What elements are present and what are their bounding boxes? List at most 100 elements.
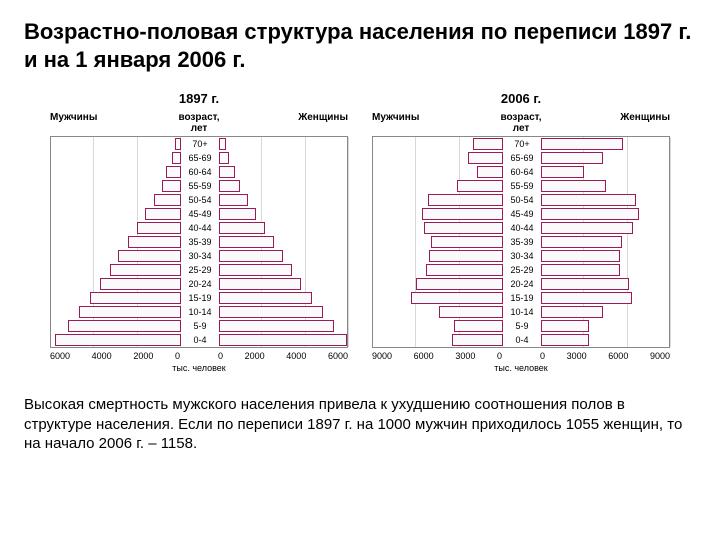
bar-male: [473, 138, 503, 150]
bar-male: [454, 320, 503, 332]
pyramid-headers: Мужчинывозраст, летЖенщины: [372, 112, 670, 134]
bar-male: [175, 138, 181, 150]
age-label: 40-44: [503, 224, 541, 233]
pyramid-row: 60-64: [51, 165, 347, 179]
label-age: возраст, лет: [178, 112, 219, 134]
bar-male: [162, 180, 182, 192]
pyramid-row: 70+: [373, 137, 669, 151]
pyramid-row: 35-39: [373, 235, 669, 249]
bar-female: [541, 250, 620, 262]
age-label: 70+: [503, 140, 541, 149]
age-label: 10-14: [181, 308, 219, 317]
age-label: 0-4: [181, 336, 219, 345]
footer-note: Высокая смертность мужского населения пр…: [24, 395, 696, 454]
bar-male: [426, 264, 503, 276]
pyramid-body: 70+65-6960-6455-5950-5445-4940-4435-3930…: [372, 136, 670, 348]
bar-female: [219, 222, 265, 234]
pyramid-rows: 70+65-6960-6455-5950-5445-4940-4435-3930…: [373, 137, 669, 347]
pyramid-row: 10-14: [51, 305, 347, 319]
label-men: Мужчины: [50, 112, 178, 134]
bar-male: [68, 320, 181, 332]
pyramid-row: 5-9: [51, 319, 347, 333]
bar-male: [100, 278, 181, 290]
bar-male: [137, 222, 181, 234]
age-label: 10-14: [503, 308, 541, 317]
pyramid-row: 25-29: [373, 263, 669, 277]
bar-female: [219, 138, 226, 150]
bar-female: [219, 152, 229, 164]
label-women: Женщины: [542, 112, 670, 134]
age-label: 25-29: [503, 266, 541, 275]
bar-male: [90, 292, 181, 304]
charts-container: 1897 г.Мужчинывозраст, летЖенщины70+65-6…: [24, 91, 696, 373]
pyramid-row: 70+: [51, 137, 347, 151]
bar-female: [541, 236, 622, 248]
pyramid-row: 15-19: [51, 291, 347, 305]
bar-female: [219, 278, 301, 290]
age-label: 25-29: [181, 266, 219, 275]
bar-female: [541, 208, 639, 220]
bar-male: [118, 250, 181, 262]
x-axis-caption: тыс. человек: [372, 363, 670, 373]
age-label: 65-69: [181, 154, 219, 163]
bar-female: [541, 180, 606, 192]
bar-female: [219, 180, 240, 192]
label-men: Мужчины: [372, 112, 500, 134]
bar-female: [219, 292, 312, 304]
age-label: 35-39: [181, 238, 219, 247]
age-label: 55-59: [181, 182, 219, 191]
pyramid-row: 10-14: [373, 305, 669, 319]
bar-female: [541, 222, 633, 234]
bar-male: [468, 152, 503, 164]
pyramid-body: 70+65-6960-6455-5950-5445-4940-4435-3930…: [50, 136, 348, 348]
bar-male: [431, 236, 503, 248]
bar-female: [219, 166, 235, 178]
age-label: 50-54: [503, 196, 541, 205]
age-label: 20-24: [503, 280, 541, 289]
label-age: возраст, лет: [500, 112, 541, 134]
bar-male: [422, 208, 503, 220]
bar-male: [429, 250, 503, 262]
bar-female: [541, 194, 636, 206]
bar-female: [219, 334, 347, 346]
bar-female: [219, 250, 283, 262]
x-axis: 60004000200000200040006000: [50, 351, 348, 361]
age-label: 20-24: [181, 280, 219, 289]
pyramid-row: 45-49: [373, 207, 669, 221]
pyramid-row: 15-19: [373, 291, 669, 305]
pyramid-row: 60-64: [373, 165, 669, 179]
age-label: 45-49: [181, 210, 219, 219]
bar-male: [416, 278, 503, 290]
pyramid-row: 30-34: [373, 249, 669, 263]
pyramid-row: 35-39: [51, 235, 347, 249]
age-label: 60-64: [181, 168, 219, 177]
bar-female: [219, 264, 292, 276]
pyramid-row: 55-59: [373, 179, 669, 193]
x-axis-caption: тыс. человек: [50, 363, 348, 373]
population-pyramid: 1897 г. Мужчинывозраст, летЖенщины 70+ 65-6…: [50, 91, 348, 373]
age-label: 40-44: [181, 224, 219, 233]
pyramid-row: 55-59: [51, 179, 347, 193]
bar-male: [457, 180, 503, 192]
bar-female: [541, 152, 603, 164]
pyramid-year: 1897 г.: [50, 91, 348, 106]
bar-female: [541, 306, 603, 318]
pyramid-headers: Мужчинывозраст, летЖенщины: [50, 112, 348, 134]
pyramid-row: 20-24: [51, 277, 347, 291]
bar-female: [541, 166, 584, 178]
pyramid-row: 40-44: [373, 221, 669, 235]
pyramid-row: 65-69: [51, 151, 347, 165]
bar-female: [541, 278, 629, 290]
pyramid-row: 50-54: [373, 193, 669, 207]
bar-male: [110, 264, 182, 276]
age-label: 15-19: [503, 294, 541, 303]
pyramid-row: 0-4: [51, 333, 347, 347]
bar-female: [541, 334, 589, 346]
age-label: 5-9: [503, 322, 541, 331]
x-axis: 90006000300000300060009000: [372, 351, 670, 361]
bar-male: [477, 166, 503, 178]
age-label: 5-9: [181, 322, 219, 331]
bar-male: [79, 306, 181, 318]
bar-female: [541, 138, 623, 150]
bar-female: [219, 208, 256, 220]
